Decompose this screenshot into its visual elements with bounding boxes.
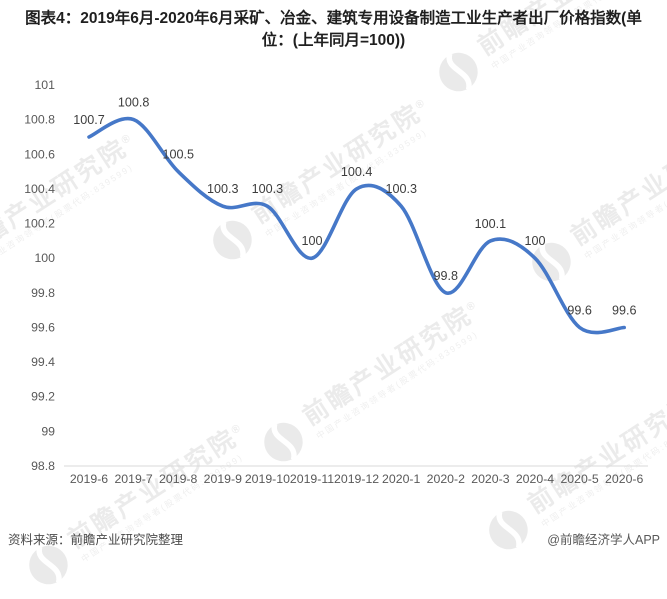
chart-area: 101 100.8 100.6 100.4 100.2 100 99.8 99.6 99.4 99… xyxy=(0,60,667,500)
data-point-label: 100.4 xyxy=(341,165,373,179)
x-axis-label: 2019-11 xyxy=(290,472,334,486)
data-point-label: 99.6 xyxy=(567,304,592,318)
price-index-line-chart: 101 100.8 100.6 100.4 100.2 100 99.8 99.6 99.4 99… xyxy=(24,78,648,486)
y-tick-label: 99 xyxy=(41,424,55,438)
x-axis-label: 2019-6 xyxy=(70,472,108,486)
data-point-label: 100.8 xyxy=(118,96,150,110)
y-tick-label: 101 xyxy=(34,78,55,92)
x-axis-label: 2019-8 xyxy=(159,472,197,486)
y-tick-label: 100 xyxy=(34,251,55,265)
footer: 资料来源：前瞻产业研究院整理 @前瞻经济学人APP xyxy=(0,527,667,549)
data-point-label: 100 xyxy=(524,234,545,248)
x-axis-label: 2020-3 xyxy=(471,472,509,486)
data-point-label: 100.7 xyxy=(73,113,105,127)
x-axis-label: 2019-9 xyxy=(204,472,242,486)
data-point-label: 100.3 xyxy=(385,182,417,196)
y-tick-label: 100.6 xyxy=(24,147,55,161)
data-point-label: 100.3 xyxy=(252,182,284,196)
x-axis-label: 2020-4 xyxy=(516,472,554,486)
y-tick-label: 99.6 xyxy=(31,321,55,335)
x-axis-label: 2020-2 xyxy=(427,472,465,486)
y-tick-label: 100.4 xyxy=(24,182,55,196)
data-point-label: 99.6 xyxy=(612,304,637,318)
credit-note: @前瞻经济学人APP xyxy=(547,533,660,547)
y-tick-label: 100.8 xyxy=(24,113,55,127)
data-source-note: 资料来源：前瞻产业研究院整理 xyxy=(8,533,184,547)
x-axis-label: 2020-6 xyxy=(605,472,643,486)
data-point-label: 100.1 xyxy=(475,217,507,231)
x-axis-label: 2019-10 xyxy=(245,472,290,486)
x-axis-label: 2020-1 xyxy=(382,472,420,486)
data-point-label: 100.5 xyxy=(162,148,194,162)
y-tick-label: 98.8 xyxy=(31,459,55,473)
y-tick-label: 99.8 xyxy=(31,286,55,300)
y-tick-label: 100.2 xyxy=(24,217,55,231)
data-point-label: 100.3 xyxy=(207,182,239,196)
x-axis-label: 2020-5 xyxy=(560,472,598,486)
data-point-label: 99.8 xyxy=(434,269,459,283)
x-axis-label: 2019-7 xyxy=(114,472,152,486)
chart-title: 图表4：2019年6月-2020年6月采矿、冶金、建筑专用设备制造工业生产者出厂… xyxy=(25,10,642,50)
watermark: 前瞻产业研究院® 中国产业咨询领导者(股票代码:839599) xyxy=(29,421,290,599)
y-tick-label: 99.2 xyxy=(31,390,55,404)
data-point-label: 100 xyxy=(301,234,322,248)
x-axis-label: 2019-12 xyxy=(334,472,379,486)
y-tick-label: 99.4 xyxy=(31,355,55,369)
